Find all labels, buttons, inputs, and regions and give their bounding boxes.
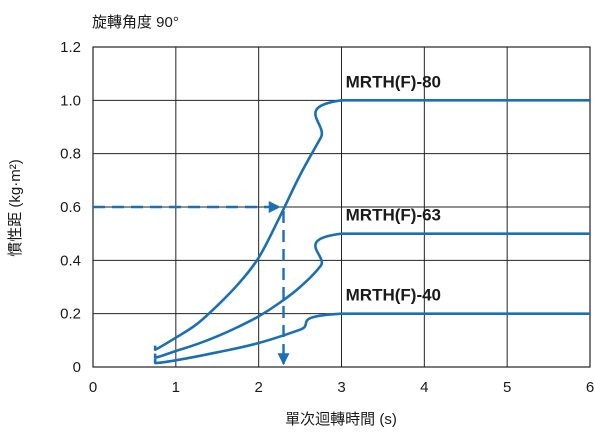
series-label: MRTH(F)-40 (346, 286, 441, 305)
grid (92, 46, 591, 368)
series-line-3 (153, 312, 590, 365)
tick-labels: 0 1 2 3 4 5 6 0 0.2 0.4 0.6 0.8 1.0 1.2 (60, 39, 594, 396)
x-tick-label: 5 (503, 379, 511, 396)
series-layer (153, 99, 590, 365)
series-label: MRTH(F)-63 (346, 206, 441, 225)
series-labels: MRTH(F)-80 MRTH(F)-63 MRTH(F)-40 (346, 72, 441, 304)
series-line-2 (153, 232, 590, 359)
y-tick-label: 0.6 (60, 199, 81, 216)
x-tick-label: 0 (89, 379, 97, 396)
series-line-1 (153, 99, 590, 351)
y-tick-label: 1.0 (60, 92, 81, 109)
x-tick-label: 3 (337, 379, 345, 396)
y-tick-label: 1.2 (60, 39, 81, 56)
example-reading-guide (93, 201, 290, 366)
x-tick-label: 6 (586, 379, 594, 396)
y-tick-label: 0.2 (60, 306, 81, 323)
x-tick-label: 4 (420, 379, 428, 396)
y-tick-label: 0 (73, 359, 81, 376)
y-axis-title: 慣性距 (kg·m²) (6, 159, 24, 257)
chart-subtitle: 旋轉角度 90° (92, 14, 179, 31)
y-tick-label: 0.8 (60, 146, 81, 163)
x-tick-label: 1 (172, 379, 180, 396)
x-tick-label: 2 (254, 379, 262, 396)
y-tick-label: 0.4 (60, 252, 81, 269)
x-axis-title: 單次迴轉時間 (s) (285, 411, 397, 428)
series-label: MRTH(F)-80 (346, 72, 441, 91)
